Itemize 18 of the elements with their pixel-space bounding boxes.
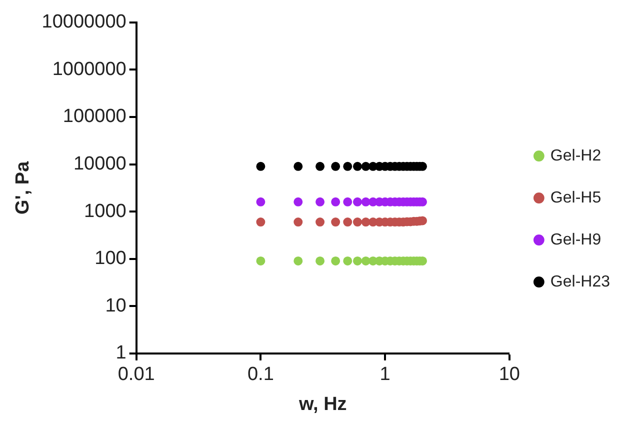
x-tick-label: 0.01: [118, 364, 155, 386]
x-tick-label: 10: [498, 364, 520, 386]
y-tick-label: 100: [94, 248, 126, 270]
y-axis-title: G', Pa: [12, 160, 34, 214]
legend-label: Gel-H5: [550, 189, 602, 206]
y-tick-label: 1000: [84, 200, 126, 222]
legend-label: Gel-H2: [550, 147, 602, 164]
x-axis-title: w, Hz: [298, 394, 347, 415]
legend-label: Gel-H23: [550, 273, 610, 290]
y-tick-label: 1000000: [52, 58, 126, 80]
y-tick-label: 10: [105, 295, 126, 316]
y-tick-label: 10000: [73, 153, 126, 174]
y-tick-label: 1: [116, 342, 126, 364]
x-tick-label: 1: [380, 364, 390, 386]
y-tick-label: 10000000: [42, 12, 126, 33]
x-tick-label: 0.1: [247, 364, 274, 386]
y-tick-label: 100000: [62, 106, 126, 128]
legend-label: Gel-H9: [550, 231, 602, 248]
